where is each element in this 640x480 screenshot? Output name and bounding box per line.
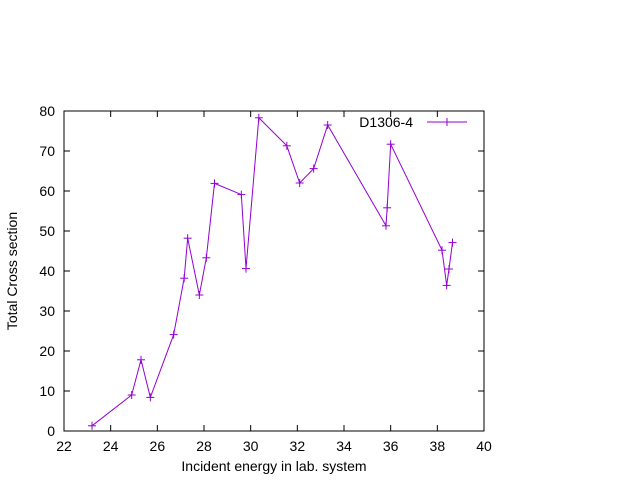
- data-point-20: [438, 246, 446, 255]
- y-axis-label: Total Cross section: [4, 212, 20, 330]
- series-line-0: [91, 116, 453, 427]
- y-tick-label-10: 10: [39, 383, 55, 399]
- data-point-10: [237, 190, 246, 199]
- y-tick-label-40: 40: [39, 263, 55, 279]
- data-point-1: [127, 391, 136, 399]
- legend: D1306-4: [359, 114, 467, 130]
- data-point-16: [323, 121, 332, 129]
- data-point-3: [146, 393, 155, 402]
- data-point-22: [445, 265, 453, 273]
- x-tick-label-38: 38: [430, 438, 446, 454]
- data-point-23: [448, 238, 457, 247]
- y-tick-label-50: 50: [39, 223, 55, 239]
- data-point-21: [442, 281, 451, 290]
- data-point-11: [242, 264, 250, 273]
- plot-frame: [63, 110, 485, 432]
- y-tick-label-30: 30: [39, 303, 55, 319]
- data-point-15: [309, 164, 318, 173]
- x-tick-label-40: 40: [476, 438, 492, 454]
- y-tick-label-20: 20: [39, 343, 55, 359]
- data-point-17: [382, 221, 390, 230]
- series-layer: [88, 113, 457, 430]
- y-tick-label-0: 0: [47, 423, 55, 439]
- data-point-6: [183, 234, 192, 243]
- data-point-0: [88, 421, 96, 430]
- data-point-7: [195, 291, 204, 299]
- data-point-9: [210, 179, 219, 188]
- tick-labels: 22 24 26 28 30 32 34 36 38 40 0 10 20 30 40 50 60 70 80: [39, 103, 492, 454]
- data-point-19: [386, 140, 395, 149]
- data-point-2: [137, 355, 145, 364]
- data-point-4: [169, 330, 178, 339]
- x-tick-label-32: 32: [290, 438, 306, 454]
- x-tick-label-36: 36: [383, 438, 399, 454]
- x-axis-label: Incident energy in lab. system: [181, 458, 366, 474]
- data-point-12: [254, 113, 263, 122]
- x-tick-label-24: 24: [103, 438, 119, 454]
- x-tick-label-28: 28: [196, 438, 212, 454]
- x-tick-label-22: 22: [56, 438, 72, 454]
- data-point-13: [282, 141, 291, 150]
- data-point-5: [180, 274, 189, 283]
- y-tick-label-80: 80: [39, 103, 55, 119]
- data-point-18: [383, 203, 392, 212]
- x-tick-label-34: 34: [336, 438, 352, 454]
- x-tick-label-30: 30: [243, 438, 259, 454]
- legend-label: D1306-4: [359, 114, 413, 130]
- data-point-8: [202, 253, 211, 262]
- axis-ticks: [63, 110, 485, 432]
- y-tick-label-70: 70: [39, 143, 55, 159]
- data-point-14: [295, 179, 304, 187]
- y-tick-label-60: 60: [39, 183, 55, 199]
- x-tick-label-26: 26: [150, 438, 166, 454]
